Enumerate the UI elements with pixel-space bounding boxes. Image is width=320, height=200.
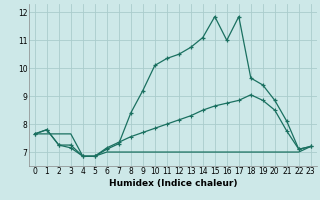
X-axis label: Humidex (Indice chaleur): Humidex (Indice chaleur): [108, 179, 237, 188]
